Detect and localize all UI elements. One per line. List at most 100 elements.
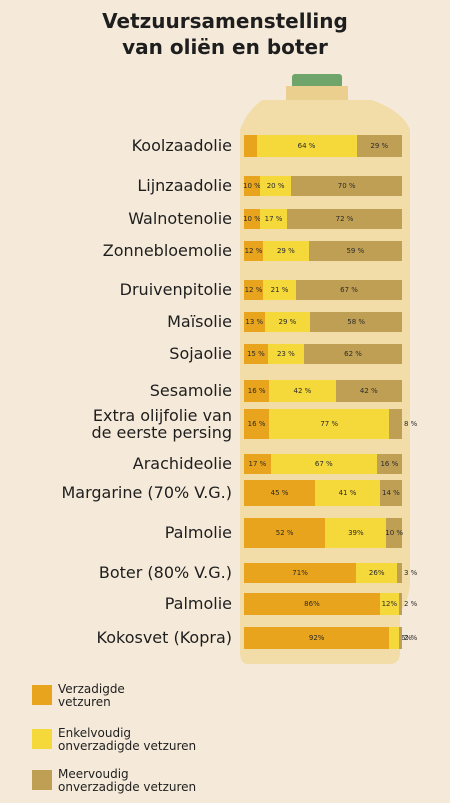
data-label: 21 %: [270, 286, 289, 294]
bar-segment: 16 %: [244, 409, 270, 439]
category-label-line: Zonnebloemolie: [102, 241, 232, 260]
legend-label-line: onverzadigde vetzuren: [58, 780, 197, 794]
data-label: 16 %: [247, 387, 266, 395]
category-label: Palmolie: [165, 595, 232, 613]
bar-segment: 12 %: [244, 241, 263, 261]
bar-segment: 29 %: [264, 312, 311, 332]
bar-segment: 92%: [244, 627, 390, 649]
data-label: 15 %: [246, 350, 265, 358]
legend-label-line: Meervoudig: [58, 767, 129, 781]
category-label: Walnotenolie: [128, 210, 232, 228]
bar-segment: 45 %: [244, 480, 316, 506]
bar-segment: 29 %: [262, 241, 309, 261]
legend-swatch: [32, 729, 52, 749]
legend-swatch: [32, 770, 52, 790]
bar-segment: 21 %: [262, 280, 297, 300]
category-label-line: Extra olijfolie van: [92, 406, 232, 425]
bar-segment: 67 %: [296, 280, 402, 300]
legend-label-line: Verzadigde: [58, 682, 125, 696]
data-label: 13 %: [245, 318, 264, 326]
data-label: 20 %: [266, 182, 285, 190]
data-label: 16 %: [247, 420, 266, 428]
legend-label: Enkelvoudig onverzadigde vetzuren: [58, 727, 196, 753]
bar-segment: 10 %: [243, 209, 261, 229]
data-label: 39%: [348, 529, 364, 537]
legend-label-line: vetzuren: [58, 695, 111, 709]
data-label: 2 %: [403, 634, 418, 642]
data-label: 29 %: [370, 142, 389, 150]
bar-segment: 23 %: [267, 344, 305, 364]
bar-segment: 42 %: [269, 380, 336, 402]
data-label: 16 %: [380, 460, 399, 468]
data-label: 29 %: [278, 318, 297, 326]
bar-segment: 70 %: [291, 176, 402, 196]
data-label: 67 %: [314, 460, 333, 468]
bar-segment: 16 %: [244, 380, 270, 402]
data-label: 17 %: [248, 460, 267, 468]
category-label: Arachideolie: [133, 455, 232, 473]
data-label: 12 %: [244, 286, 263, 294]
bar-segment: 58 %: [310, 312, 402, 332]
legend-swatch: [32, 685, 52, 705]
category-label: Sesamolie: [150, 382, 232, 400]
bar-segment: 12%: [379, 593, 399, 615]
category-label-line: Palmolie: [164, 594, 232, 613]
data-label: 10 %: [385, 529, 404, 537]
bar-segment: 2 %: [398, 593, 417, 615]
category-label-line: Sojaolie: [169, 344, 232, 363]
data-label: 64 %: [297, 142, 316, 150]
bar-segment: 15 %: [244, 344, 268, 364]
data-label: 42 %: [293, 387, 312, 395]
bar-segment: 3 %: [397, 563, 417, 583]
category-label-line: Walnotenolie: [128, 209, 232, 228]
bar-segment: 17 %: [244, 454, 271, 474]
title-line-1: Vetzuursamenstelling: [102, 9, 348, 33]
category-label: Boter (80% V.G.): [99, 564, 232, 582]
category-label-line: Sesamolie: [149, 381, 232, 400]
data-label: 17 %: [264, 215, 283, 223]
data-label: 45 %: [270, 489, 289, 497]
data-label: 6%: [400, 634, 412, 642]
category-label-line: Arachideolie: [132, 454, 232, 473]
bar-segment: 8 %: [389, 409, 417, 439]
bar-segment: 10 %: [243, 176, 261, 196]
data-label: 10 %: [243, 182, 261, 190]
category-label-line: Kokosvet (Kopra): [96, 628, 232, 647]
category-label-line: Margarine (70% V.G.): [61, 483, 232, 502]
data-label: 23 %: [276, 350, 295, 358]
data-label: 8 %: [403, 420, 418, 428]
category-label-line: Druivenpitolie: [119, 280, 232, 299]
category-label: Margarine (70% V.G.): [61, 484, 232, 502]
data-label: 42 %: [359, 387, 378, 395]
category-label: Zonnebloemolie: [103, 242, 232, 260]
legend-label-line: onverzadigde vetzuren: [58, 739, 197, 753]
data-label: 71%: [292, 569, 308, 577]
bar-segment: 59 %: [308, 241, 402, 261]
bar-segment: 17 %: [259, 209, 288, 229]
bar-segment: 39%: [325, 518, 387, 548]
data-label: 2 %: [403, 600, 418, 608]
data-label: 29 %: [276, 247, 295, 255]
bar-segment: 71%: [244, 563, 357, 583]
legend-label: Verzadigde vetzuren: [58, 683, 125, 709]
data-label: 10 %: [243, 215, 261, 223]
bar-segment: 8 %: [244, 135, 272, 157]
bar-segment: 6%: [389, 627, 412, 649]
data-label: 86%: [304, 600, 320, 608]
data-label: 59 %: [346, 247, 365, 255]
category-label: Extra olijfolie van de eerste persing: [91, 407, 232, 441]
data-label: 62 %: [344, 350, 362, 358]
data-label: 70 %: [337, 182, 356, 190]
bar-segment: 13 %: [244, 312, 265, 332]
category-label: Druivenpitolie: [120, 281, 232, 299]
legend-label-line: Enkelvoudig: [58, 726, 132, 740]
chart-title: Vetzuursamenstelling van oliën en boter: [0, 8, 450, 60]
data-label: 72 %: [335, 215, 354, 223]
data-label: 12 %: [244, 247, 263, 255]
bar-segment: 16 %: [376, 454, 402, 474]
category-label-line: Palmolie: [164, 523, 232, 542]
category-label: Palmolie: [165, 524, 232, 542]
bottle-cap: [292, 74, 342, 88]
data-label: 77 %: [320, 420, 339, 428]
category-label-line: de eerste persing: [91, 423, 232, 442]
